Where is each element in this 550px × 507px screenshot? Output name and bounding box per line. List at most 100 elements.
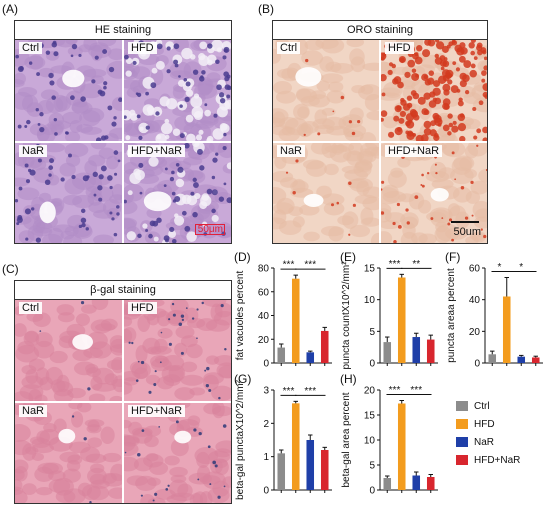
legend-label: HFD+NaR xyxy=(474,454,521,466)
y-tick-label: 0 xyxy=(369,486,375,497)
y-tick-label: 0 xyxy=(263,486,269,497)
panel-letter: (G) xyxy=(234,372,251,386)
he-tile-ctrl: Ctrl xyxy=(15,40,122,141)
y-tick-label: 20 xyxy=(258,335,270,346)
tile-label: HFD+NaR xyxy=(128,405,186,417)
chart-e-puncta-count: (E) puncta countX10^2/mm² 0 5 10 15 *** ** xyxy=(338,250,442,375)
scale-bar xyxy=(195,224,225,235)
y-tick-label: 5 xyxy=(369,461,375,472)
panel-letter: (F) xyxy=(445,250,460,264)
significance-stars: *** xyxy=(410,385,422,396)
y-axis-label: beta-gal area percent xyxy=(341,392,352,487)
he-staining-title: HE staining xyxy=(15,21,231,40)
significance-stars: * xyxy=(519,262,523,273)
legend-item-hfd-nar: HFD+NaR xyxy=(456,451,520,469)
panel-c-letter: (C) xyxy=(2,262,19,276)
bar-hfd-nar xyxy=(531,357,540,363)
y-tick-label: 40 xyxy=(258,311,270,322)
chart-f-puncta-area: (F) puncta areaa percent 0 20 40 60 * * xyxy=(443,250,547,375)
bar-nar xyxy=(306,440,315,490)
bar-nar xyxy=(517,356,526,363)
bar-nar xyxy=(306,352,315,363)
tile-label: NaR xyxy=(277,145,306,157)
bar-ctrl xyxy=(383,478,392,490)
legend-label: Ctrl xyxy=(474,400,490,412)
bar-hfd xyxy=(397,277,406,363)
bar-hfd xyxy=(291,278,300,363)
oro-tile-ctrl: Ctrl xyxy=(273,40,379,141)
chart-d-fat-vacuoles: (D) fat vacuoles percent 0 20 40 60 80 *** *** xyxy=(232,250,336,375)
y-tick-label: 20 xyxy=(469,327,481,338)
y-axis-label: puncta areaa percent xyxy=(446,268,457,363)
tile-label: HFD xyxy=(128,42,157,54)
he-tile-hfd: HFD xyxy=(124,40,231,141)
y-axis-label: beta-gal punctaX10^2/mm² xyxy=(235,379,246,499)
chart-h-beta-gal-area: (H) beta-gal area percent 0 5 10 15 20 *** *** xyxy=(338,372,442,502)
significance-stars: *** xyxy=(389,385,401,396)
panel-letter: (E) xyxy=(340,250,356,264)
y-tick-label: 60 xyxy=(258,287,270,298)
y-tick-label: 80 xyxy=(258,264,270,275)
bgal-staining-title: β-gal staining xyxy=(15,281,231,300)
bar-hfd xyxy=(291,403,300,490)
oro-tile-hfd: HFD xyxy=(381,40,487,141)
significance-stars: ** xyxy=(412,259,420,270)
oro-tile-hfd-nar: HFD+NaR 50um xyxy=(381,143,487,243)
tile-label: Ctrl xyxy=(277,42,301,54)
panel-a-letter: (A) xyxy=(2,2,18,16)
y-tick-label: 0 xyxy=(263,359,269,370)
scale-bar-line xyxy=(451,221,479,223)
y-tick-label: 15 xyxy=(364,411,376,422)
oro-tile-nar: NaR xyxy=(273,143,379,243)
legend-swatch xyxy=(456,419,468,429)
tile-label: HFD+NaR xyxy=(128,145,186,157)
significance-stars: * xyxy=(498,262,502,273)
legend-swatch xyxy=(456,401,468,411)
bar-ctrl xyxy=(383,342,392,363)
bgal-tile-hfd: HFD xyxy=(124,300,231,401)
significance-stars: *** xyxy=(283,386,295,397)
oro-staining-panel: ORO staining Ctrl HFD NaR HFD+NaR 50um xyxy=(272,20,488,244)
y-tick-label: 10 xyxy=(364,295,376,306)
he-tile-nar: NaR xyxy=(15,143,122,243)
tile-label: NaR xyxy=(19,405,48,417)
bar-ctrl xyxy=(488,354,497,363)
significance-stars: *** xyxy=(304,260,316,271)
y-tick-label: 5 xyxy=(369,327,375,338)
bar-hfd-nar xyxy=(426,339,435,363)
y-tick-label: 0 xyxy=(474,359,480,370)
legend-swatch xyxy=(456,437,468,447)
chart-g-beta-gal-puncta: (G) beta-gal punctaX10^2/mm² 0 1 2 3 *** *** xyxy=(232,372,336,502)
panel-letter: (D) xyxy=(234,250,251,264)
bar-nar xyxy=(412,475,421,490)
bgal-tile-hfd-nar: HFD+NaR xyxy=(124,403,231,503)
y-tick-label: 2 xyxy=(263,419,269,430)
he-staining-panel: HE staining Ctrl HFD NaR HFD+NaR 50μm xyxy=(14,20,232,244)
tile-label: NaR xyxy=(19,145,48,157)
y-tick-label: 20 xyxy=(364,386,376,397)
y-tick-label: 1 xyxy=(263,452,269,463)
legend-item-ctrl: Ctrl xyxy=(456,397,520,415)
bgal-tile-nar: NaR xyxy=(15,403,122,503)
bar-ctrl xyxy=(277,347,286,363)
chart-legend: Ctrl HFD NaR HFD+NaR xyxy=(456,397,520,469)
significance-stars: *** xyxy=(283,260,295,271)
scale-bar-label: 50μm xyxy=(197,224,223,235)
legend-item-nar: NaR xyxy=(456,433,520,451)
significance-stars: *** xyxy=(389,259,401,270)
bar-ctrl xyxy=(277,453,286,490)
significance-stars: *** xyxy=(304,386,316,397)
y-tick-label: 60 xyxy=(469,264,481,275)
bar-hfd-nar xyxy=(320,330,329,363)
bar-hfd xyxy=(397,403,406,490)
bar-hfd-nar xyxy=(426,477,435,490)
tile-label: HFD xyxy=(385,42,414,54)
y-tick-label: 40 xyxy=(469,295,481,306)
y-tick-label: 0 xyxy=(369,359,375,370)
scale-bar-label: 50um xyxy=(453,226,481,238)
panel-b-letter: (B) xyxy=(258,2,274,16)
y-axis-label: fat vacuoles percent xyxy=(235,271,246,361)
tile-label: Ctrl xyxy=(19,42,43,54)
legend-swatch xyxy=(456,455,468,465)
tile-label: Ctrl xyxy=(19,302,43,314)
